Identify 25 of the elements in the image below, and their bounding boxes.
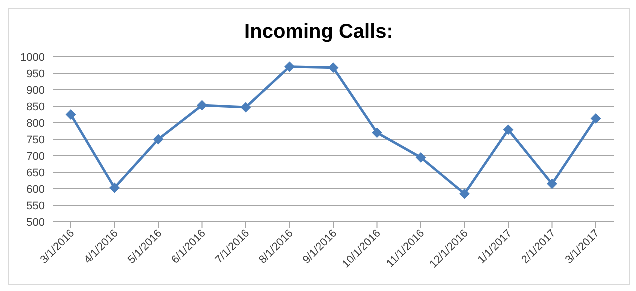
y-tick-label: 550 [26,200,45,212]
y-tick-label: 650 [26,167,45,180]
y-tick-label: 900 [26,84,45,97]
chart-title: Incoming Calls: [244,20,394,45]
y-tick-label: 700 [26,150,45,163]
point [372,128,382,138]
point [504,124,514,135]
point [284,62,295,72]
y-tick-label: 750 [26,134,45,146]
y-tick-label: 800 [26,118,45,130]
y-tick-label: 850 [26,101,45,114]
point [416,152,426,163]
point [328,62,338,73]
y-tick-label: 1000 [20,52,45,64]
point [197,100,208,111]
point [66,110,76,120]
y-tick-label: 950 [26,68,45,80]
point [460,188,470,199]
point [591,114,601,124]
y-tick-label: 600 [26,184,45,196]
y-tick-label: 500 [26,216,45,229]
point [547,179,558,190]
point [241,102,251,112]
point [110,183,120,194]
point [154,134,164,144]
